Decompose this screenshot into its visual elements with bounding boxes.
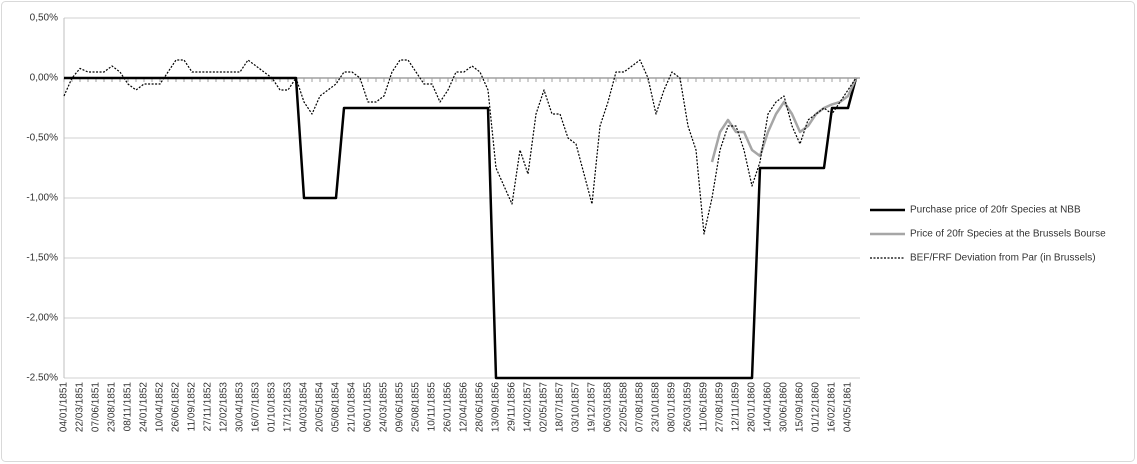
x-tick-label: 24/01/1852 (139, 382, 150, 432)
legend-label: BEF/FRF Deviation from Par (in Brussels) (910, 253, 1096, 264)
x-tick-label: 24/03/1855 (379, 382, 390, 432)
y-tick-label: -1,00% (26, 193, 58, 204)
x-tick-label: 18/07/1857 (555, 382, 566, 432)
x-tick-label: 14/04/1860 (763, 382, 774, 432)
x-tick-label: 12/02/1853 (219, 382, 230, 432)
y-tick-label: 0,50% (30, 13, 58, 24)
x-tick-label: 14/02/1857 (523, 382, 534, 432)
x-tick-label: 11/06/1859 (699, 382, 710, 432)
x-tick-label: 22/03/1851 (75, 382, 86, 432)
x-tick-label: 27/08/1859 (715, 382, 726, 432)
x-tick-label: 04/03/1854 (299, 382, 310, 432)
x-tick-label: 04/05/1861 (843, 382, 854, 432)
x-tick-label: 08/01/1859 (667, 382, 678, 432)
x-tick-label: 11/09/1852 (187, 382, 198, 432)
x-tick-label: 27/11/1852 (203, 382, 214, 432)
x-tick-label: 23/10/1858 (651, 382, 662, 432)
x-tick-label: 07/08/1858 (635, 382, 646, 432)
x-tick-label: 30/04/1853 (235, 382, 246, 432)
x-tick-label: 04/01/1851 (59, 382, 70, 432)
x-tick-label: 21/10/1854 (347, 382, 358, 432)
x-tick-label: 28/06/1856 (475, 382, 486, 432)
x-tick-label: 29/11/1856 (507, 382, 518, 432)
x-tick-label: 06/01/1855 (363, 382, 374, 432)
y-tick-label: -2.50% (26, 373, 58, 384)
series-line (710, 77, 858, 163)
x-tick-label: 03/10/1857 (571, 382, 582, 432)
x-tick-label: 01/10/1853 (267, 382, 278, 432)
series-line (63, 59, 857, 235)
x-tick-label: 17/12/1853 (283, 382, 294, 432)
x-tick-label: 09/06/1855 (395, 382, 406, 432)
y-tick-label: -1,50% (26, 253, 58, 264)
x-tick-label: 19/12/1857 (587, 382, 598, 432)
x-tick-label: 13/09/1856 (491, 382, 502, 432)
x-tick-label: 07/06/1851 (91, 382, 102, 432)
series-line (64, 76, 858, 380)
x-tick-label: 25/08/1855 (411, 382, 422, 432)
x-tick-label: 08/11/1851 (123, 382, 134, 432)
x-tick-label: 26/03/1859 (683, 382, 694, 432)
x-tick-label: 15/09/1860 (795, 382, 806, 432)
x-tick-label: 12/11/1859 (731, 382, 742, 432)
x-tick-label: 12/04/1856 (459, 382, 470, 432)
legend-label: Price of 20fr Species at the Brussels Bo… (910, 229, 1106, 240)
x-tick-label: 16/02/1861 (827, 382, 838, 432)
y-tick-label: 0,00% (30, 73, 58, 84)
x-tick-label: 23/08/1851 (107, 382, 118, 432)
x-tick-label: 26/06/1852 (171, 382, 182, 432)
x-tick-label: 06/03/1858 (603, 382, 614, 432)
x-tick-label: 26/01/1856 (443, 382, 454, 432)
x-tick-label: 22/05/1858 (619, 382, 630, 432)
x-tick-label: 16/07/1853 (251, 382, 262, 432)
x-tick-label: 10/04/1852 (155, 382, 166, 432)
x-tick-label: 02/05/1857 (539, 382, 550, 432)
y-tick-label: -0,50% (26, 133, 58, 144)
x-tick-label: 01/12/1860 (811, 382, 822, 432)
x-tick-label: 28/01/1860 (747, 382, 758, 432)
legend-label: Purchase price of 20fr Species at NBB (910, 205, 1081, 216)
y-tick-label: -2,00% (26, 313, 58, 324)
x-tick-label: 30/06/1860 (779, 382, 790, 432)
x-tick-label: 20/05/1854 (315, 382, 326, 432)
x-tick-label: 05/08/1854 (331, 382, 342, 432)
x-tick-label: 10/11/1855 (427, 382, 438, 432)
